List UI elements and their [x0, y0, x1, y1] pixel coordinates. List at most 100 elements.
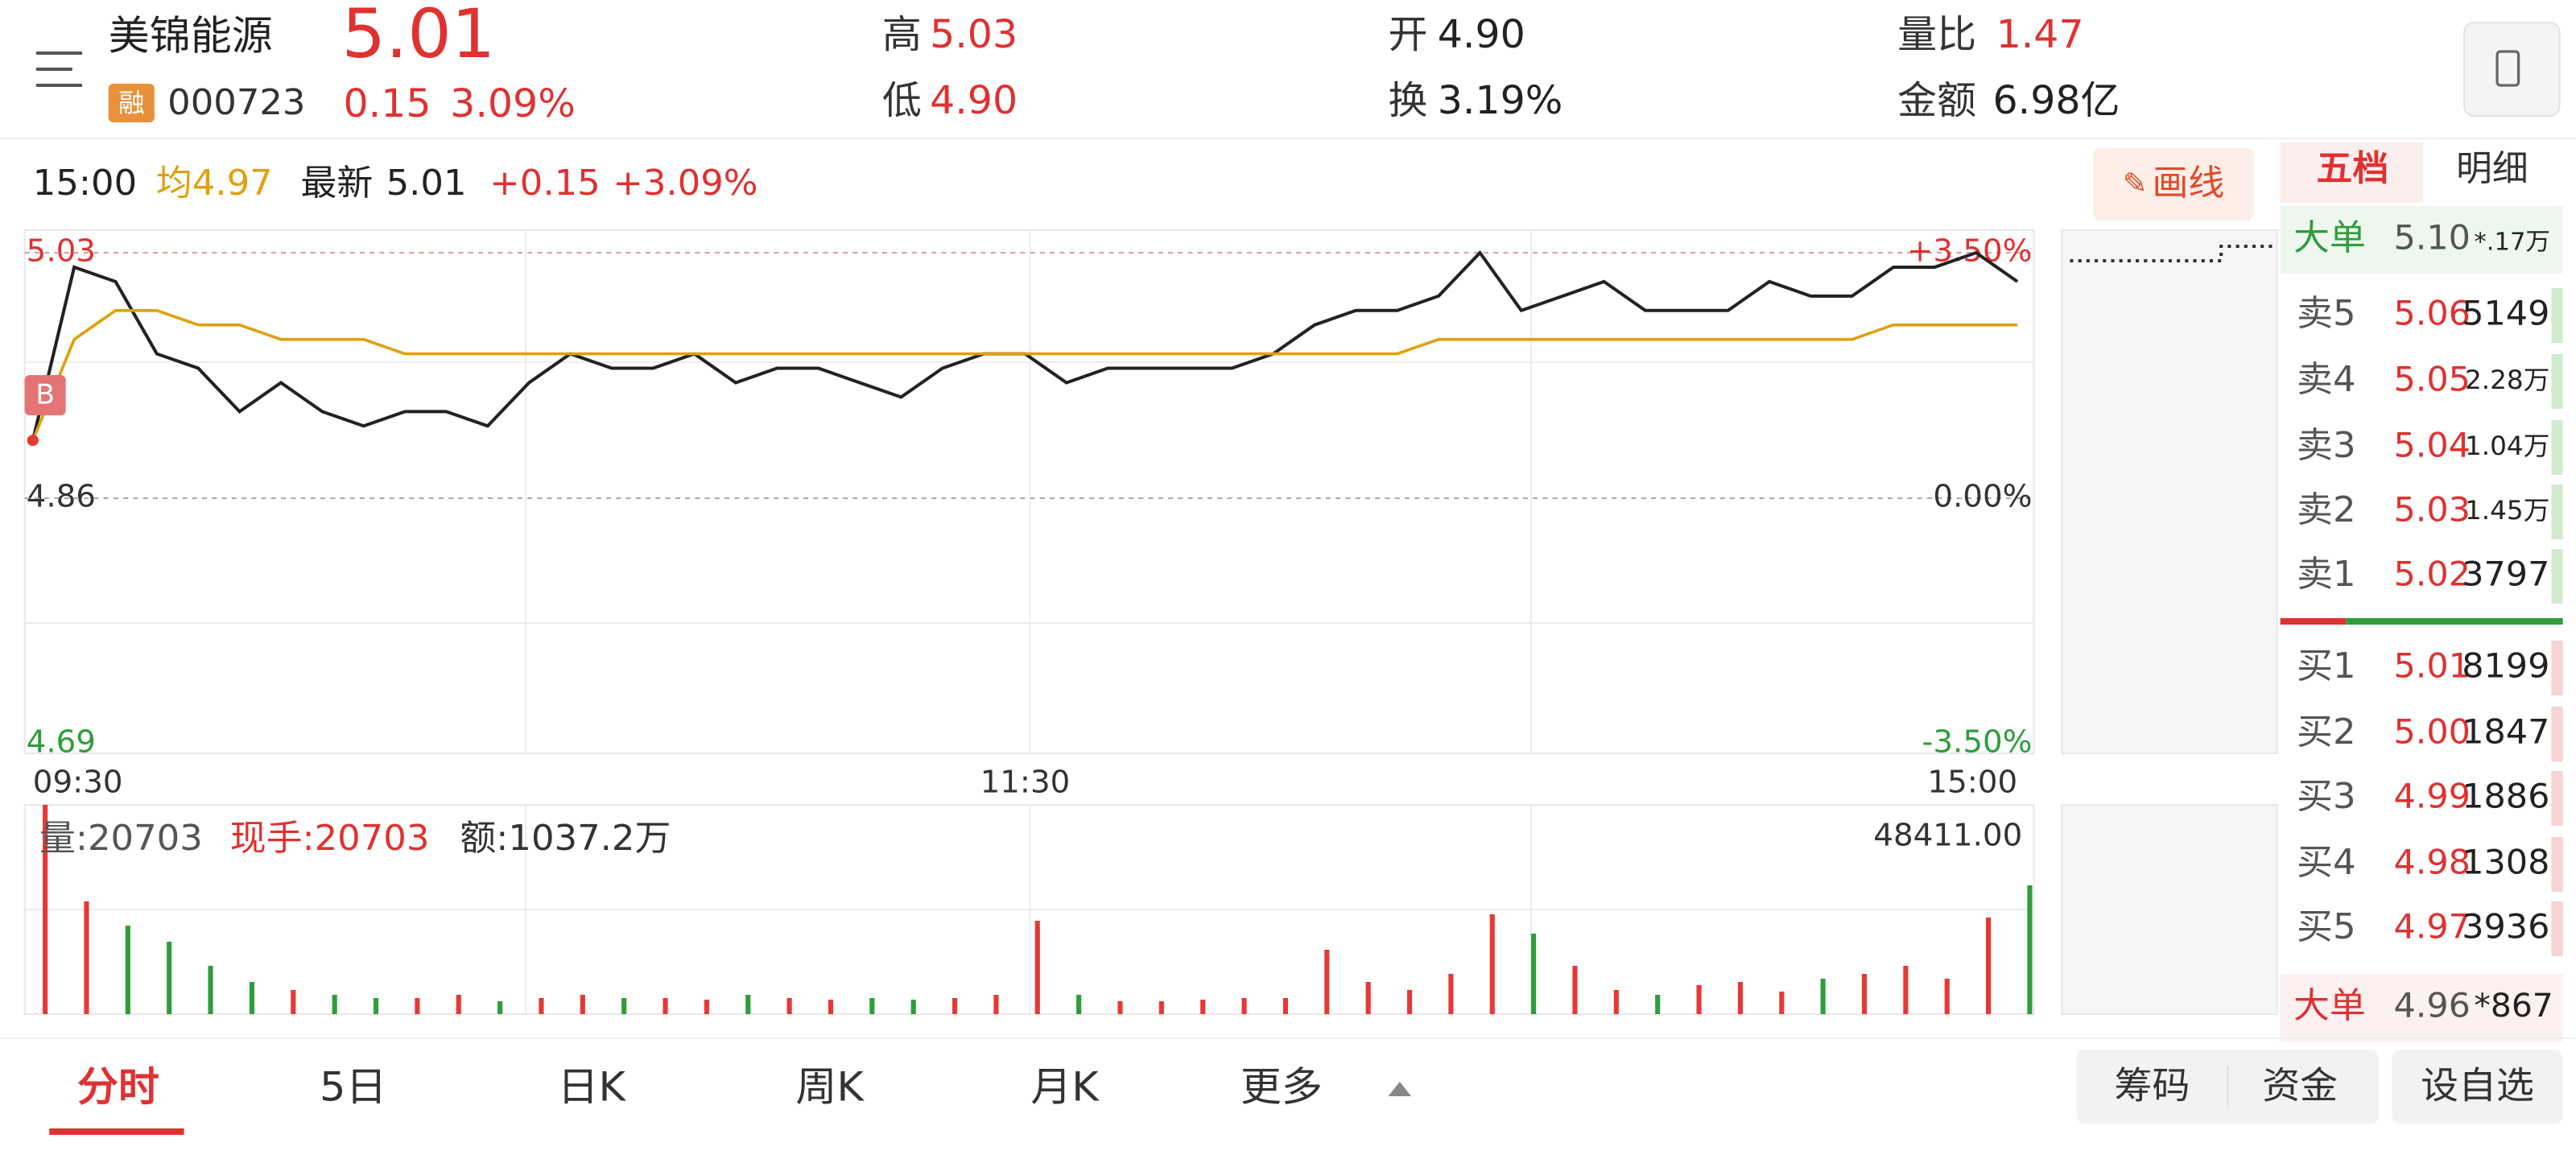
tab[interactable]: 五档	[2317, 148, 2389, 188]
row-qty: 3797	[2462, 555, 2549, 595]
big-sell-bg	[2280, 206, 2563, 274]
row-price: 4.97	[2393, 908, 2470, 947]
row-label: 卖2	[2297, 489, 2355, 530]
pct: +3.09%	[613, 163, 758, 203]
latest: 5.01	[386, 163, 467, 203]
volume-bar	[1076, 994, 1082, 1014]
row-label: 卖3	[2297, 425, 2355, 465]
qty-bar	[2551, 420, 2563, 475]
latest-label: 最新	[300, 163, 373, 203]
row-qty: 1.45万	[2465, 495, 2549, 526]
tab[interactable]: 5日	[320, 1063, 386, 1110]
row-label: 卖4	[2297, 359, 2355, 399]
mini-panel	[2061, 229, 2278, 754]
volume-bar	[1861, 973, 1868, 1014]
menu-icon[interactable]	[35, 52, 83, 87]
volume-bar	[1531, 933, 1537, 1014]
y-tick-label: 48411.00	[1873, 818, 2022, 854]
big-label: 大单	[2293, 217, 2366, 258]
tab[interactable]: 月K	[1030, 1063, 1100, 1110]
volume-bar	[1282, 997, 1288, 1014]
label: 低	[882, 78, 922, 122]
big-price: 5.10	[2393, 219, 2470, 258]
volume-bar	[43, 805, 48, 1014]
tab[interactable]: 分时	[77, 1063, 159, 1110]
label: 金额	[1897, 78, 1976, 122]
trade-marker	[24, 375, 66, 415]
volume-bar	[580, 994, 585, 1014]
device-icon	[2496, 50, 2520, 87]
pen-icon: ✎	[2123, 166, 2148, 200]
x-tick-label: 11:30	[980, 765, 1071, 801]
tab[interactable]: 更多	[1241, 1063, 1323, 1110]
mini-volume	[2061, 804, 2278, 1015]
stock-name: 美锦能源	[109, 12, 273, 59]
button-bg	[2392, 1050, 2563, 1124]
x-tick-label: 09:30	[33, 765, 123, 801]
volume-bar	[456, 994, 461, 1014]
volume-bar	[1489, 914, 1495, 1014]
badge-bg	[108, 84, 155, 122]
volume-bar	[952, 997, 958, 1014]
volume-bar	[1944, 978, 1950, 1014]
volume-bar	[621, 997, 627, 1014]
volume-bar	[1200, 999, 1206, 1014]
ask-bar	[2346, 618, 2563, 625]
stock-code: 000723	[167, 82, 305, 122]
volume-bar	[125, 925, 130, 1014]
bid-bar	[2280, 618, 2347, 625]
big-price: 4.96	[2393, 987, 2470, 1026]
volume-bar	[1117, 1001, 1123, 1014]
volume-bar	[1737, 981, 1743, 1014]
tab[interactable]: 周K	[795, 1063, 865, 1110]
volume-bar	[1158, 1001, 1164, 1014]
volume-bar	[167, 941, 172, 1014]
tab-underline	[49, 1128, 184, 1135]
volume-bar	[2027, 885, 2033, 1014]
big-label: 大单	[2293, 985, 2366, 1025]
row-price: 5.04	[2393, 427, 2470, 466]
row-label: 卖1	[2297, 554, 2355, 594]
row-qty: 1308	[2462, 843, 2549, 883]
draw-button[interactable]	[2093, 148, 2254, 221]
qty-bar	[2551, 641, 2563, 695]
price-line	[31, 250, 2019, 441]
value: 4.90	[1438, 12, 1525, 56]
row-price: 4.99	[2393, 777, 2470, 817]
y-tick-label: 4.69	[27, 724, 96, 761]
volume-bar	[539, 997, 544, 1014]
price-line	[31, 308, 2018, 441]
device-button[interactable]	[2463, 22, 2561, 117]
bottom-tabs: 分时 5日 日K 周K 月K 更多	[77, 1063, 1323, 1110]
qty-bar	[2551, 549, 2563, 604]
x-tick-label: 15:00	[1927, 765, 2017, 801]
row-label: 买4	[2297, 842, 2355, 882]
price: 5.01	[341, 0, 495, 74]
volume-bar	[1779, 991, 1785, 1014]
value: 5.03	[930, 12, 1018, 56]
volume-bar	[1448, 973, 1454, 1014]
start-dot	[27, 435, 39, 447]
button[interactable]: 筹码	[2115, 1064, 2190, 1107]
tab[interactable]: 日K	[557, 1063, 626, 1110]
volume-bar	[1820, 978, 1826, 1014]
volume-bar	[910, 999, 916, 1014]
row-qty: 8199	[2462, 647, 2549, 687]
badge: 融	[118, 88, 145, 118]
volume-bar	[704, 999, 709, 1014]
pct: 3.09%	[450, 81, 576, 126]
more-arrow	[1388, 1082, 1412, 1096]
row-qty: 2.28万	[2465, 365, 2549, 395]
volume-bar	[993, 994, 999, 1014]
volume-bar	[663, 997, 668, 1014]
button[interactable]: 资金	[2262, 1064, 2338, 1107]
y2-tick-label: -3.50%	[1922, 724, 2032, 761]
value: 4.90	[930, 78, 1018, 122]
draw-label: 画线	[2152, 163, 2224, 203]
tab[interactable]: 明细	[2456, 148, 2529, 188]
volume-bar	[373, 997, 379, 1014]
tab-bg	[2280, 142, 2424, 203]
button[interactable]: 设自选	[2421, 1064, 2534, 1107]
